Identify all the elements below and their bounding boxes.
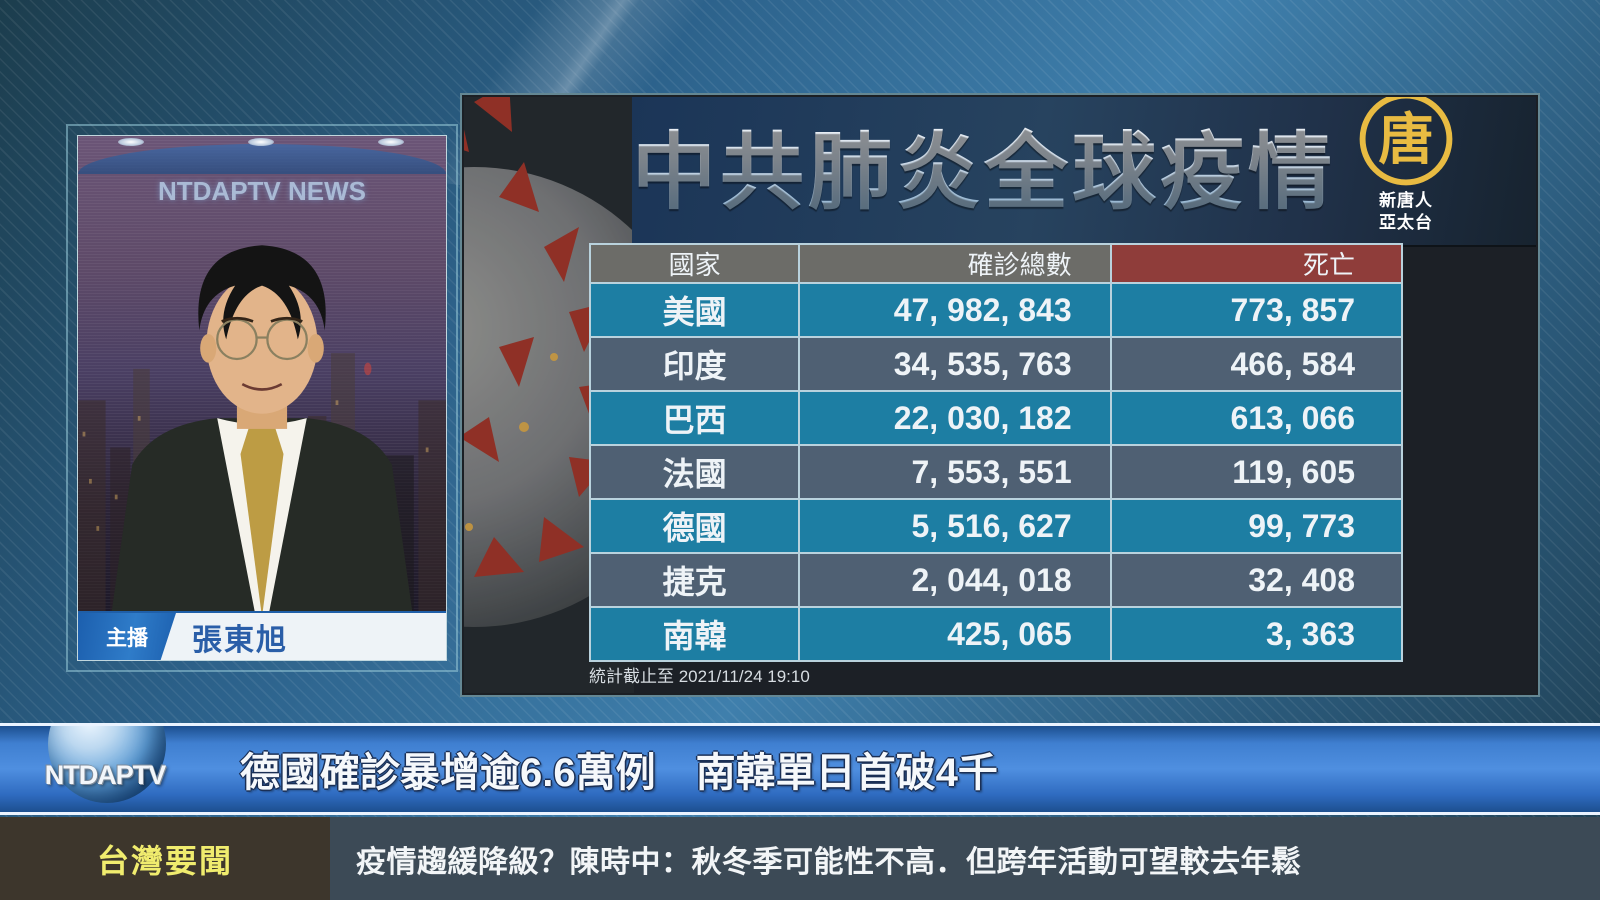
svg-text:唐: 唐 (1378, 109, 1433, 171)
